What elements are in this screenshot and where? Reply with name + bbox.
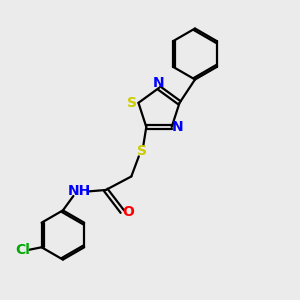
Text: N: N — [171, 120, 183, 134]
Text: S: S — [137, 144, 147, 158]
Text: NH: NH — [68, 184, 91, 199]
Text: N: N — [153, 76, 165, 89]
Text: O: O — [122, 205, 134, 219]
Text: S: S — [127, 96, 137, 110]
Text: Cl: Cl — [16, 243, 30, 257]
